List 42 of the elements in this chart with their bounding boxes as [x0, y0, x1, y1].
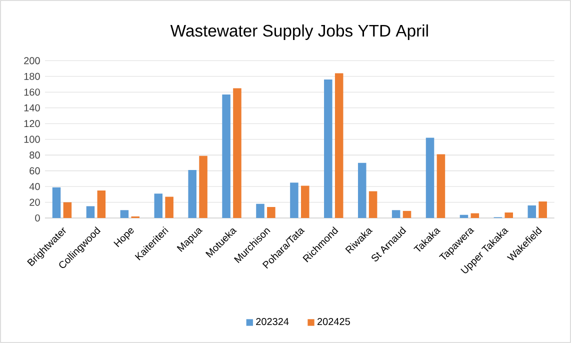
y-tick-label: 20 — [30, 198, 40, 206]
bar — [154, 194, 163, 218]
bar — [199, 156, 208, 218]
bar — [470, 213, 480, 218]
bar — [301, 186, 310, 218]
y-tick-label: 0 — [35, 214, 40, 222]
bar — [188, 170, 196, 218]
bar — [233, 88, 242, 218]
bar — [63, 202, 72, 218]
bar — [165, 196, 174, 218]
bar — [86, 206, 95, 218]
bar — [256, 204, 264, 218]
bar — [97, 190, 106, 218]
bar — [538, 201, 547, 218]
bar — [267, 206, 276, 218]
bar — [426, 138, 434, 218]
y-tick-label: 60 — [30, 167, 40, 174]
legend-label: 202425 — [318, 318, 350, 326]
y-tick-label: 140 — [24, 104, 40, 112]
y-tick-label: 40 — [29, 182, 40, 190]
y-tick-label: 160 — [24, 88, 40, 96]
bar — [460, 214, 468, 218]
bar — [290, 182, 298, 218]
bar — [504, 212, 514, 218]
y-tick-label: 200 — [24, 57, 40, 64]
bar — [368, 191, 378, 218]
bar — [52, 187, 61, 218]
bar — [120, 210, 129, 218]
bar — [436, 154, 446, 218]
y-tick-label: 120 — [24, 120, 40, 128]
bar — [334, 73, 344, 218]
bar — [324, 80, 332, 218]
bar — [528, 205, 536, 218]
y-tick-label: 180 — [24, 72, 40, 80]
bar — [358, 162, 366, 218]
chart-title: Wastewater Supply Jobs YTD April — [170, 24, 428, 40]
bar — [222, 94, 230, 218]
bar — [402, 210, 412, 218]
bar — [392, 210, 400, 218]
y-tick-label: 80 — [30, 152, 40, 159]
y-tick-label: 100 — [24, 136, 40, 143]
legend-label: 202324 — [256, 318, 289, 326]
